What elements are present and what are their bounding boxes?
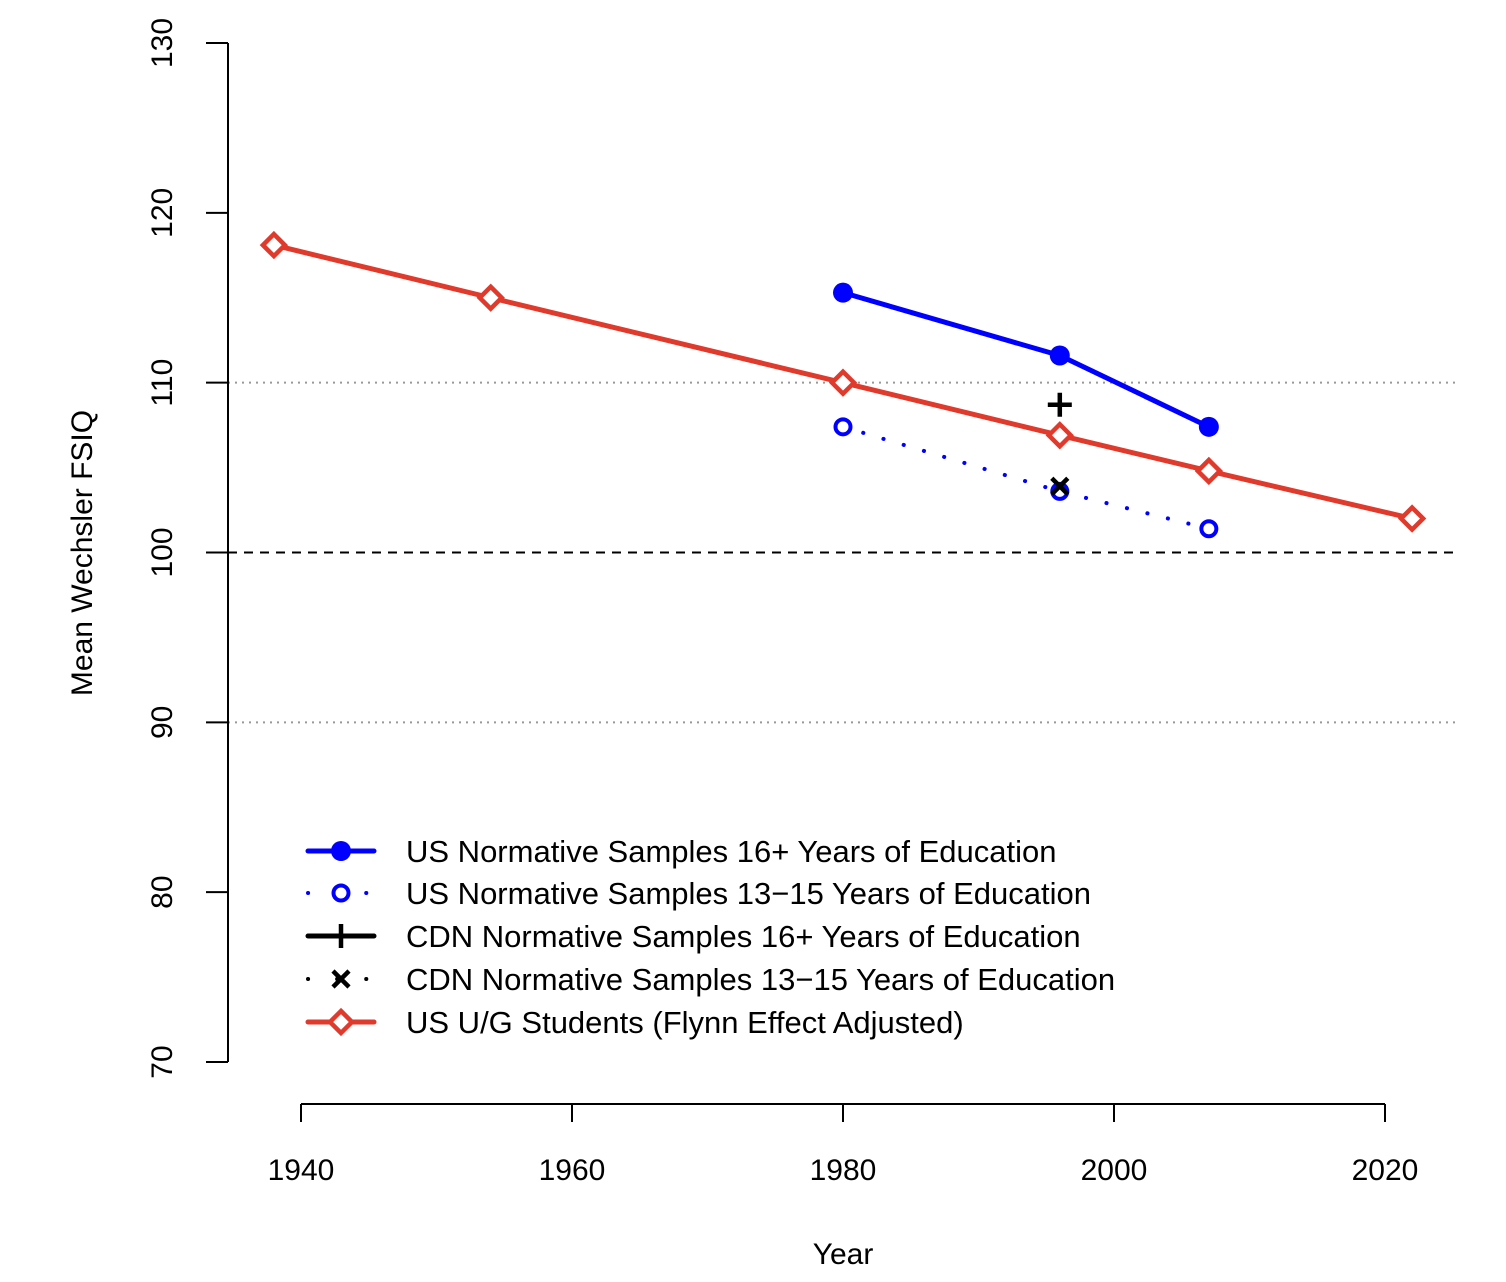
y-tick-label: 130 [146,18,179,68]
data-point [833,417,853,437]
legend-label: CDN Normative Samples 13−15 Years of Edu… [406,962,1115,997]
data-point [833,282,853,303]
y-tick-label: 120 [146,188,179,238]
data-point [259,230,289,260]
legend-label: US Normative Samples 13−15 Years of Educ… [406,876,1091,911]
x-tick-label: 1980 [810,1154,877,1187]
x-tick-label: 2000 [1081,1154,1148,1187]
x-axis-label: Year [813,1238,874,1271]
legend-marker [331,841,351,861]
legend-label: US U/G Students (Flynn Effect Adjusted) [406,1005,964,1040]
legend-item-1: US Normative Samples 16+ Years of Educat… [305,834,1057,869]
data-point [828,368,858,397]
data-point [1397,504,1427,533]
y-tick-label: 90 [146,706,179,739]
y-axis-label: Mean Wechsler FSIQ [66,410,99,696]
legend-marker [326,1007,356,1037]
series-line [840,290,1212,430]
y-tick-label: 80 [146,875,179,908]
series-5 [259,230,1427,533]
legend-item-5: US U/G Students (Flynn Effect Adjusted) [305,1005,964,1040]
data-point [1194,456,1224,486]
legend-marker [329,924,353,948]
series-line [841,424,1211,531]
axes: 1940 1960 1980 2000 2020 70 80 90 100 110 120 130 [146,18,1418,1187]
data-point [1199,519,1219,539]
data-point [1198,416,1219,437]
x-tick-label: 1940 [268,1154,335,1187]
data-point [476,283,505,312]
legend-item-2: US Normative Samples 13−15 Years of Educ… [306,876,1091,911]
series-2 [833,417,1219,539]
series-1 [833,282,1219,437]
plot-area [259,230,1427,539]
legend-label: CDN Normative Samples 16+ Years of Educa… [406,919,1081,954]
series-line [271,242,1415,522]
y-tick-label: 70 [146,1045,179,1078]
legend: US Normative Samples 16+ Years of Educat… [305,834,1115,1040]
y-tick-label: 110 [146,359,179,407]
legend-marker [331,969,351,989]
series-3 [1047,392,1072,417]
data-point [1050,476,1070,496]
series-4 [1050,476,1070,496]
data-point [1045,421,1074,450]
x-tick-label: 1960 [539,1154,606,1187]
y-tick-label: 100 [146,527,179,577]
data-point [1047,392,1072,417]
legend-marker [331,883,351,903]
legend-item-4: CDN Normative Samples 13−15 Years of Edu… [306,962,1115,997]
legend-item-3: CDN Normative Samples 16+ Years of Educa… [305,919,1081,954]
data-point [1049,345,1070,366]
x-tick-label: 2020 [1352,1154,1419,1187]
legend-label: US Normative Samples 16+ Years of Educat… [406,834,1057,869]
